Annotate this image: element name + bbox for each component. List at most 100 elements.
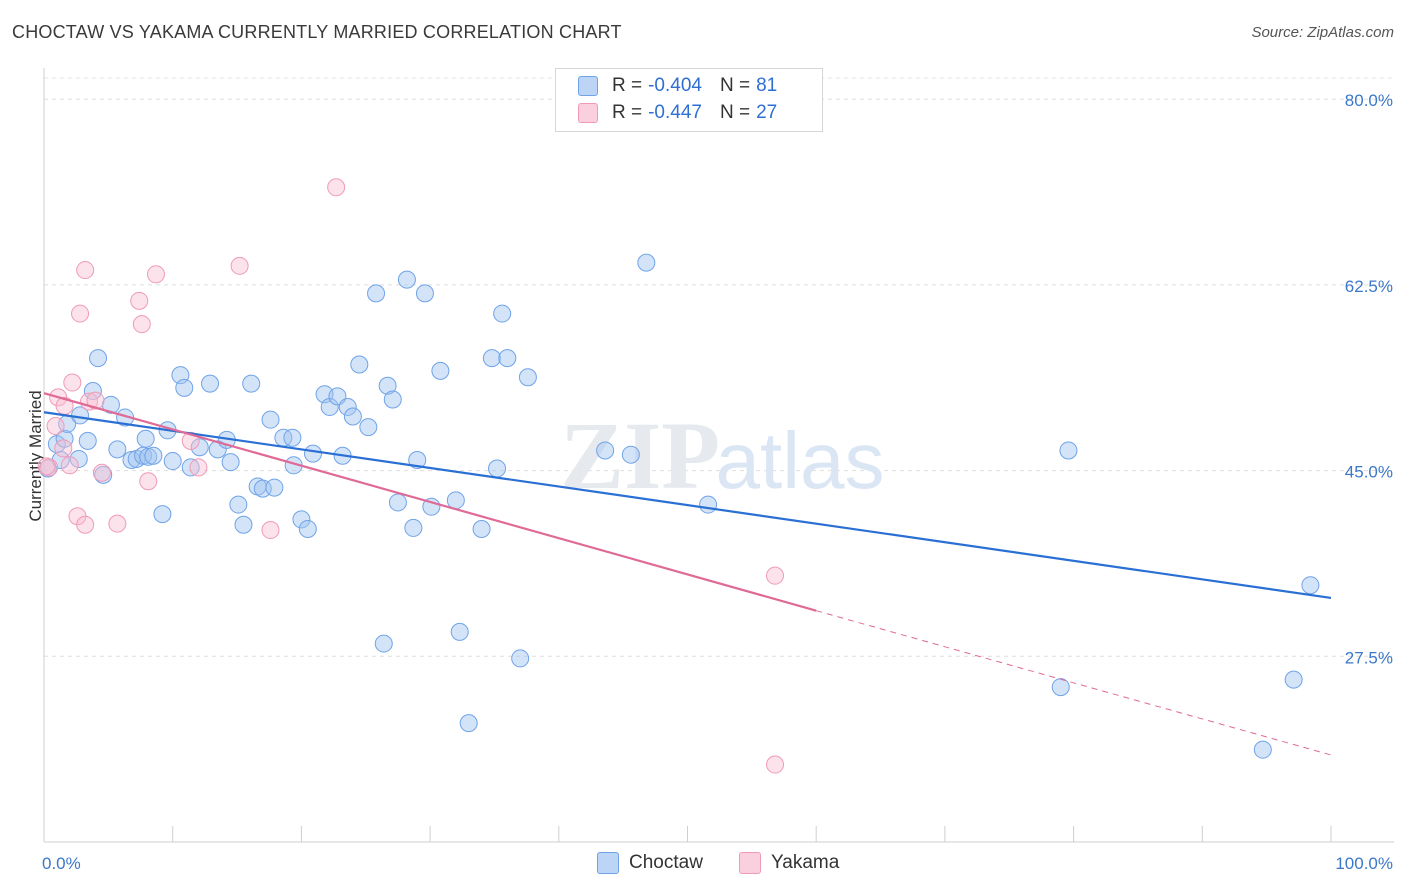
yakama-point [76,261,95,280]
choctaw-point [303,444,322,463]
n-value: 27 [756,102,778,123]
choctaw-point [518,368,537,387]
choctaw-point [163,452,182,471]
yakama-point [37,457,56,476]
choctaw-legend-swatch [597,852,619,874]
choctaw-point [242,374,261,393]
choctaw-point [292,510,311,529]
choctaw-point [89,349,108,368]
choctaw-point [320,397,339,416]
legend-row-choctaw: R = -0.404 N = 81 [578,73,777,99]
trend-lines [43,392,1332,756]
choctaw-point [621,445,640,464]
yakama-point [63,373,82,392]
yakama-legend-label: Yakama [771,852,840,873]
choctaw-point [378,376,397,395]
stats-legend: R = -0.404 N = 81 R = -0.447 N = 27 [555,68,823,132]
choctaw-points [38,253,1320,759]
choctaw-point [221,453,240,472]
choctaw-point [637,253,656,272]
yakama-point [80,392,99,411]
yakama-point [71,304,90,323]
watermark-atlas: atlas [716,416,885,505]
yakama-trend-line [43,392,817,612]
choctaw-point [1301,576,1320,595]
r-label: R = [612,102,643,123]
yakama-point [766,755,785,774]
choctaw-point [229,495,248,514]
choctaw-point [367,284,386,303]
choctaw-point [397,270,416,289]
yakama-point [130,291,149,310]
choctaw-point [208,440,227,459]
yakama-point [189,458,208,477]
choctaw-point [261,410,280,429]
n-label: N = [719,102,751,123]
choctaw-point [383,390,402,409]
legend-row-yakama: R = -0.447 N = 27 [578,100,777,126]
yakama-point [54,439,73,458]
yakama-trend-extension [816,610,1332,756]
choctaw-point [153,505,172,524]
yakama-point [132,315,151,334]
choctaw-point [359,418,378,437]
choctaw-point [374,634,393,653]
x-tick-label: 100.0% [1335,854,1393,873]
choctaw-point [450,622,469,641]
choctaw-point [201,374,220,393]
yakama-point [60,456,79,475]
yakama-points [37,178,785,774]
yakama-swatch [578,103,598,123]
choctaw-point [175,378,194,397]
choctaw-point [431,361,450,380]
choctaw-point [472,519,491,538]
choctaw-point [181,458,200,477]
choctaw-point [404,518,423,537]
y-tick-label: 80.0% [1345,91,1393,110]
yakama-point [766,566,785,585]
choctaw-point [498,349,517,368]
choctaw-point [190,438,209,457]
yakama-point [146,265,165,284]
choctaw-point [144,446,163,465]
yakama-point [108,514,127,533]
choctaw-point [459,714,478,733]
y-tick-label: 62.5% [1345,277,1393,296]
watermark-zip: ZIP [560,402,720,509]
choctaw-point [265,478,284,497]
yakama-point [86,391,105,410]
choctaw-point [78,431,97,450]
x-tick-label: 0.0% [42,854,81,873]
choctaw-point [1284,670,1303,689]
choctaw-point [1253,740,1272,759]
legend-yakama: Yakama [739,852,839,874]
choctaw-point [139,447,158,466]
r-value: -0.404 [648,75,702,96]
chart-title: CHOCTAW VS YAKAMA CURRENTLY MARRIED CORR… [12,22,622,42]
choctaw-point [108,440,127,459]
choctaw-swatch [578,76,598,96]
choctaw-point [298,519,317,538]
choctaw-point [136,429,155,448]
choctaw-point [493,304,512,323]
choctaw-trend-line [43,411,1332,600]
yakama-point [92,463,111,482]
r-label: R = [612,75,643,96]
n-label: N = [719,75,751,96]
y-tick-label: 27.5% [1345,648,1393,667]
gridlines [44,77,1394,657]
choctaw-point [283,428,302,447]
choctaw-point [253,479,272,498]
choctaw-point [234,515,253,534]
choctaw-point [55,429,74,448]
yakama-point [76,515,95,534]
choctaw-point [482,349,501,368]
choctaw-point [511,649,530,668]
yakama-point [230,256,249,275]
yakama-point [261,521,280,540]
choctaw-point [350,355,369,374]
choctaw-point [408,451,427,469]
choctaw-point [488,459,507,478]
tick-labels: 80.0% 62.5% 45.0% 27.5% 0.0% 100.0% [42,91,1393,873]
axes [43,68,1394,843]
